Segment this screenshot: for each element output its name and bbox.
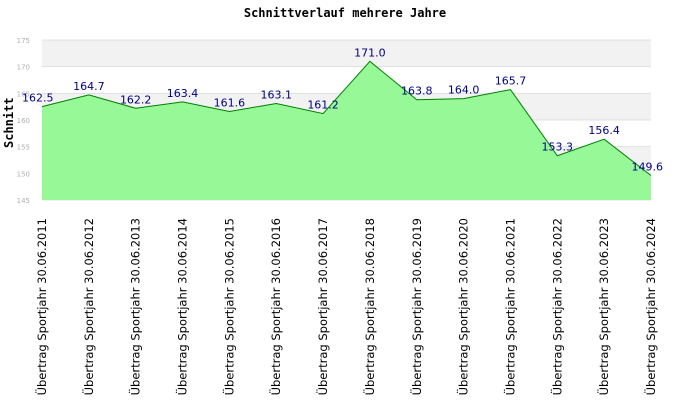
data-label: 153.3 xyxy=(542,141,574,154)
data-label: 164.7 xyxy=(73,80,105,93)
y-tick-label: 150 xyxy=(17,170,30,178)
data-label: 149.6 xyxy=(632,160,664,173)
data-label: 163.4 xyxy=(167,87,199,100)
x-tick-label: Übertrag Sportjahr 30.06.2011 xyxy=(33,218,49,395)
data-label: 163.8 xyxy=(401,85,433,98)
x-tick-label: Übertrag Sportjahr 30.06.2017 xyxy=(314,218,330,395)
data-label: 163.1 xyxy=(260,88,292,101)
data-label: 165.7 xyxy=(495,75,527,88)
data-label: 164.0 xyxy=(448,84,480,97)
y-tick-label: 160 xyxy=(17,117,30,125)
series-line xyxy=(41,60,652,176)
x-tick-label: Übertrag Sportjahr 30.06.2014 xyxy=(174,218,190,395)
series-area xyxy=(42,61,651,201)
x-tick-label: Übertrag Sportjahr 30.06.2012 xyxy=(80,218,96,395)
data-label: 171.0 xyxy=(354,46,386,59)
y-tick-label: 175 xyxy=(17,37,30,45)
x-tick-label: Übertrag Sportjahr 30.06.2022 xyxy=(548,218,564,395)
x-tick-label: Übertrag Sportjahr 30.06.2024 xyxy=(642,218,658,395)
y-tick-label: 165 xyxy=(17,90,30,98)
x-tick-label: Übertrag Sportjahr 30.06.2019 xyxy=(408,218,424,395)
grid-band xyxy=(42,40,651,67)
x-tick-label: Übertrag Sportjahr 30.06.2023 xyxy=(595,218,611,395)
data-label: 162.2 xyxy=(120,93,152,106)
x-tick-label: Übertrag Sportjahr 30.06.2020 xyxy=(455,218,471,395)
chart-title: Schnittverlauf mehrere Jahre xyxy=(243,6,447,20)
x-tick-label: Übertrag Sportjahr 30.06.2016 xyxy=(267,218,283,395)
x-tick-label: Übertrag Sportjahr 30.06.2015 xyxy=(220,218,236,395)
data-label: 162.5 xyxy=(22,92,54,105)
y-tick-label: 155 xyxy=(17,144,30,152)
x-tick-label: Übertrag Sportjahr 30.06.2021 xyxy=(501,218,517,395)
data-label: 156.4 xyxy=(588,124,620,137)
x-tick-label: Übertrag Sportjahr 30.06.2013 xyxy=(127,218,143,395)
y-tick-label: 170 xyxy=(17,64,30,72)
data-label: 161.2 xyxy=(307,99,339,112)
x-tick-label: Übertrag Sportjahr 30.06.2018 xyxy=(361,218,377,395)
y-tick-label: 145 xyxy=(17,197,30,205)
data-label: 161.6 xyxy=(214,96,246,109)
